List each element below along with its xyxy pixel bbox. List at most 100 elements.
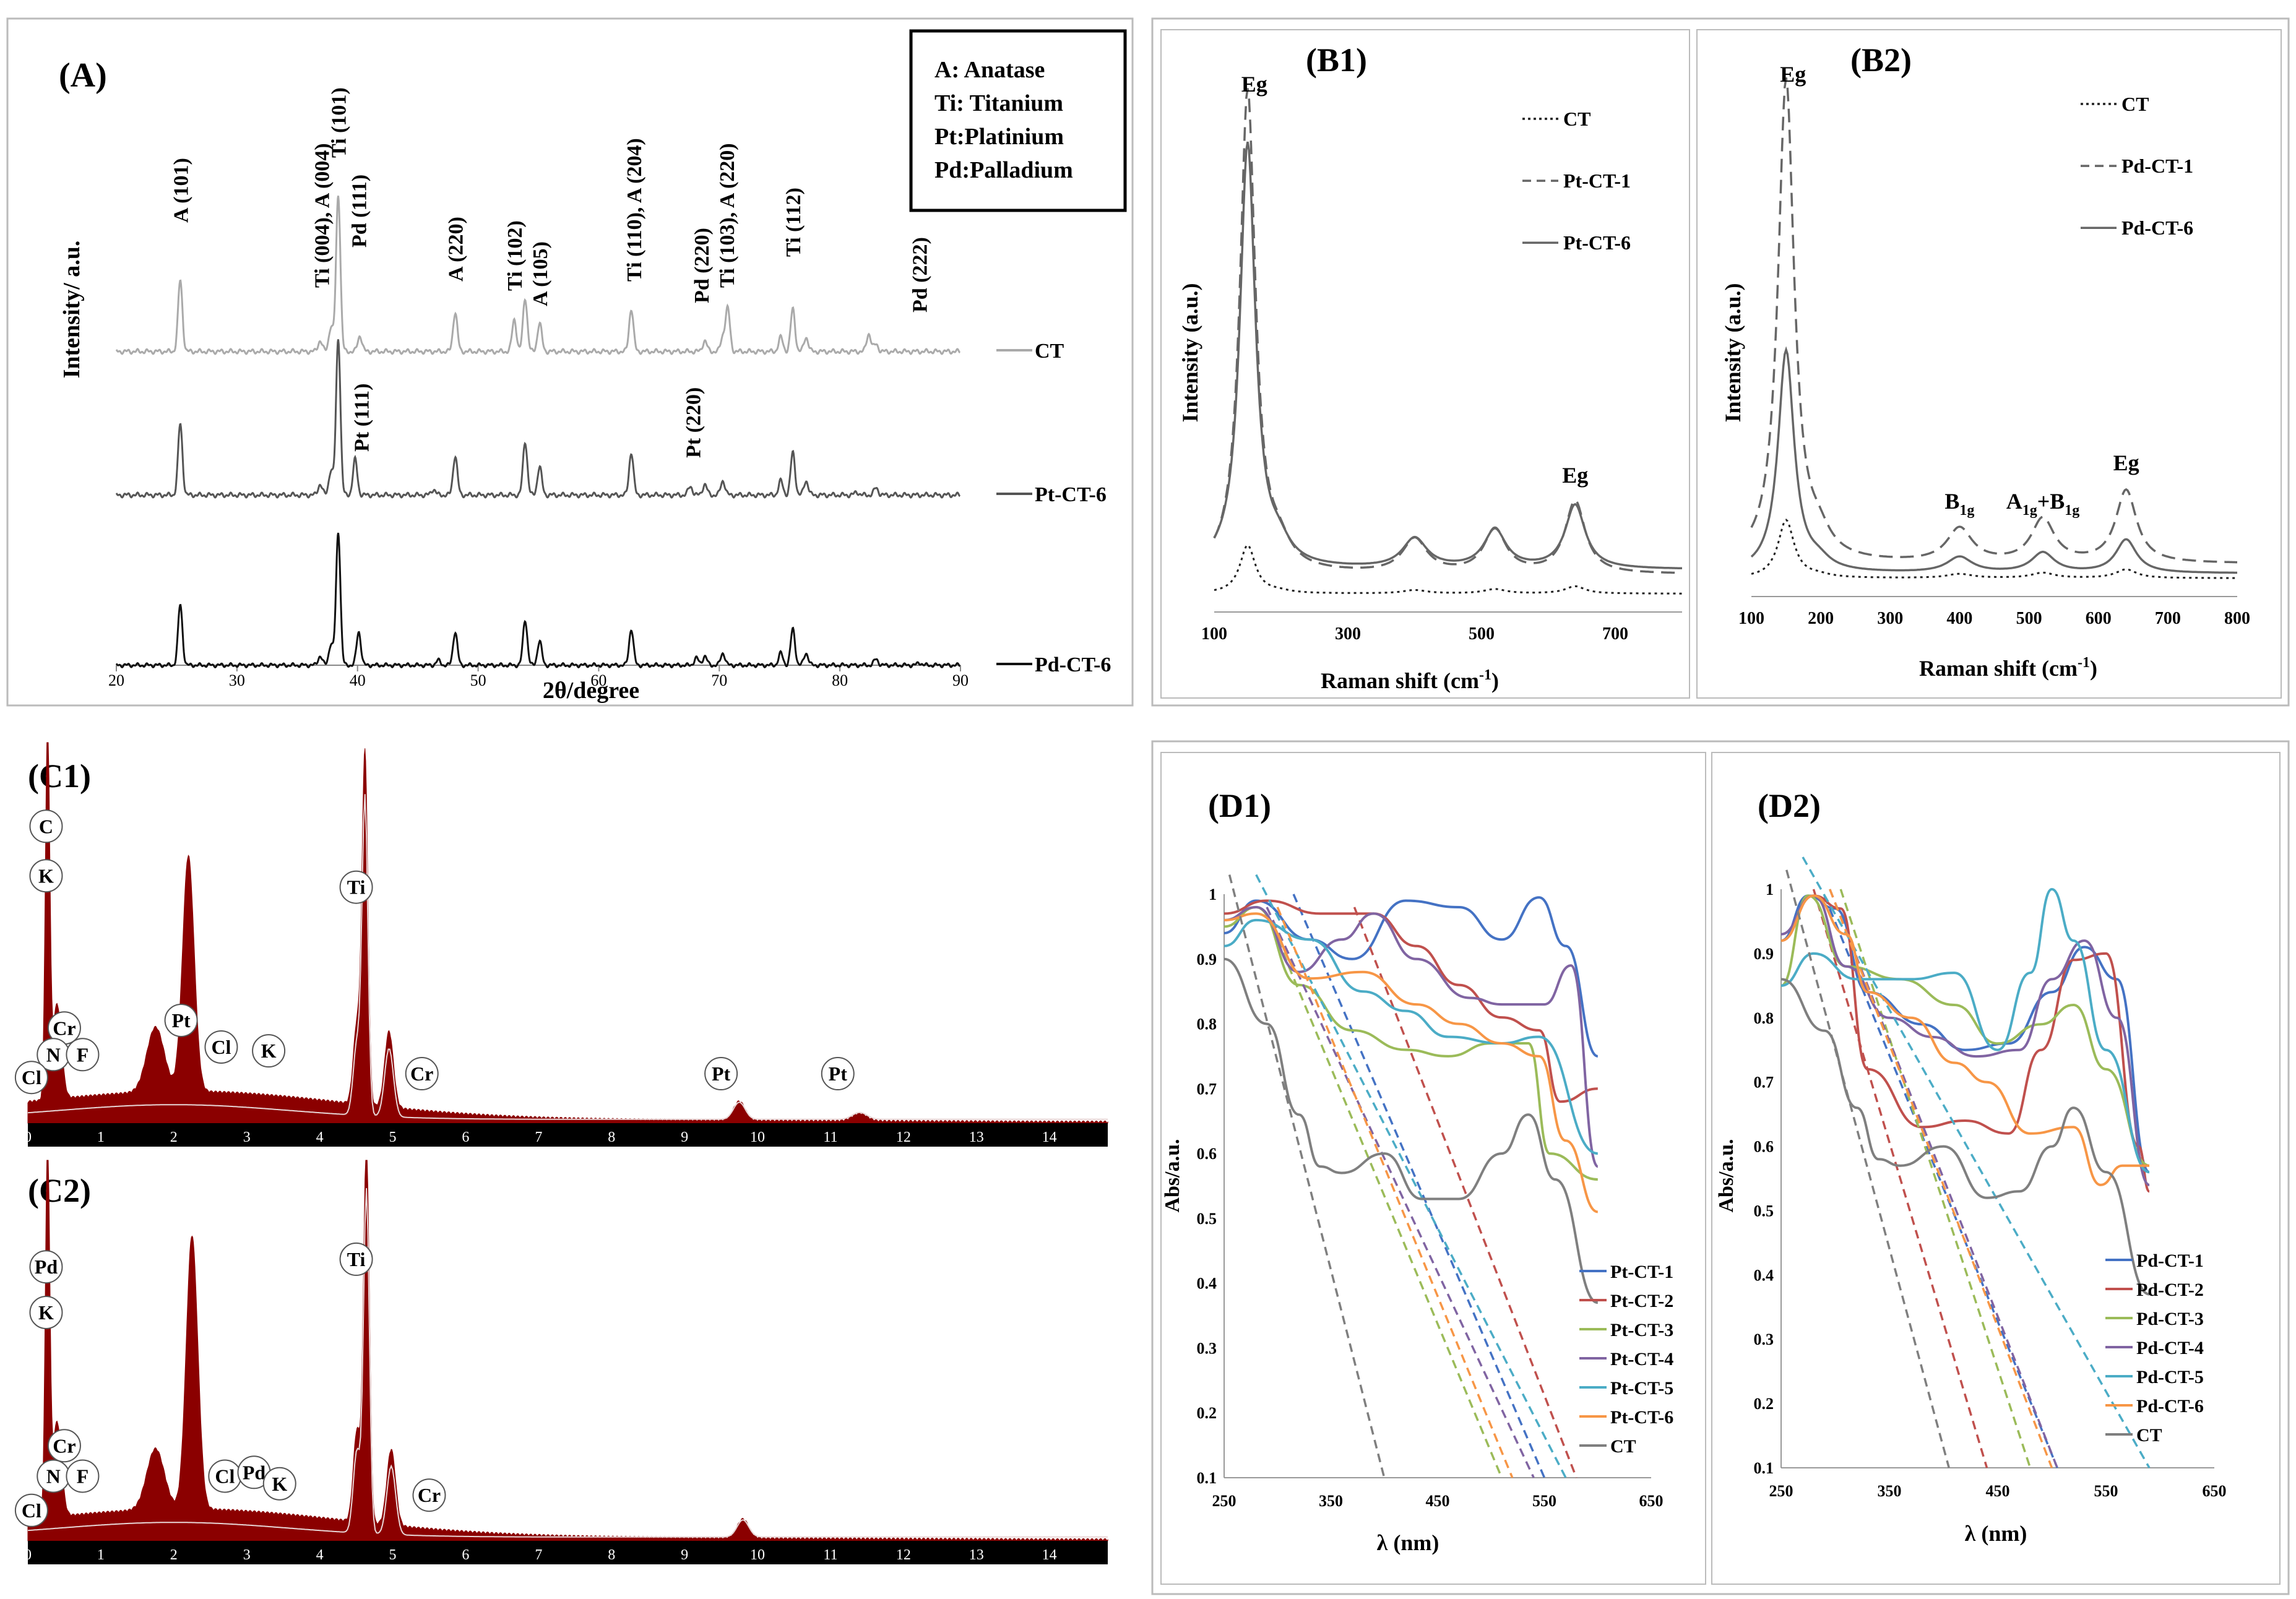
- x-tick-label: 4: [316, 1129, 324, 1145]
- panel-a-annotation: Ti (103), A (220): [716, 143, 739, 288]
- panel-d2-legend: Pd-CT-1 Pd-CT-2 Pd-CT-3 Pd-CT-4 Pd-CT-5 Pd-CT…: [2105, 1251, 2204, 1446]
- series-pt-ct-1: [1224, 896, 1599, 1058]
- panel-d2-frame: [1711, 752, 2281, 1585]
- tangent-pd-ct-6: [1829, 889, 2053, 1468]
- x-tick-label: 550: [2094, 1482, 2118, 1500]
- tangent-pt-ct-3: [1271, 926, 1503, 1478]
- series-pd-ct-2: [1780, 894, 2151, 1193]
- panel-d1-label: (D1): [1208, 787, 1271, 824]
- x-tick-label: 9: [681, 1547, 688, 1563]
- x-tick-label: 250: [1769, 1482, 1793, 1500]
- element-marker-pt: [704, 1057, 738, 1091]
- panel-c1-spectrum: [27, 742, 1108, 1124]
- series-pd-ct-1: [1780, 894, 2150, 1174]
- x-tick-label: 100: [1738, 609, 1764, 628]
- legend-label-pd-ct-6: Pd-CT-6: [2121, 217, 2193, 239]
- legend-label-pd-ct-1: Pd-CT-1: [2136, 1251, 2204, 1271]
- x-axis-bar: [28, 1123, 1108, 1147]
- legend-label-pd-ct-2: Pd-CT-2: [2136, 1280, 2204, 1300]
- element-label-cr: Cr: [53, 1017, 76, 1039]
- element-label-cl: Cl: [211, 1036, 231, 1058]
- series-pd-ct-5: [1780, 887, 2150, 1174]
- x-tick-label: 1: [97, 1547, 105, 1563]
- x-tick-label: 700: [2155, 609, 2181, 628]
- x-tick-label: 11: [823, 1129, 837, 1145]
- tangent-pd-ct-1: [1823, 895, 2058, 1468]
- tangent-pd-ct-2: [1812, 889, 1988, 1468]
- y-tick-label: 0.7: [1197, 1080, 1217, 1098]
- x-tick-label: 8: [608, 1547, 615, 1563]
- y-tick-label: 0.9: [1754, 945, 1774, 963]
- legend-label-pt-ct-4: Pt-CT-4: [1610, 1349, 1673, 1369]
- panel-b1-label: (B1): [1306, 41, 1367, 79]
- panel-a-legend-entry: Pt:Platinium: [934, 124, 1064, 150]
- panel-a-legend-label-pd-ct-6: Pd-CT-6: [1035, 653, 1111, 676]
- y-tick-label: 0.8: [1754, 1009, 1774, 1027]
- x-tick-label: 14: [1042, 1129, 1057, 1145]
- tangent-ct: [1228, 874, 1386, 1478]
- element-marker-k: [29, 859, 63, 893]
- x-tick-label: 450: [1426, 1492, 1450, 1510]
- panel-a: (A) A: Anatase Ti: Titanium Pt:Platinium Pd…: [59, 29, 1127, 704]
- y-tick-label: 0.4: [1754, 1266, 1774, 1284]
- panel-d1-x-label: λ (nm): [1377, 1530, 1439, 1555]
- x-tick-label: 14: [1042, 1547, 1057, 1563]
- element-marker-ti: [339, 1242, 373, 1276]
- peak-label: B1g: [1944, 489, 1974, 519]
- series-pt-ct-6: [1224, 912, 1599, 1213]
- x-tick-label: 200: [1808, 609, 1834, 628]
- x-tick-label: 650: [2203, 1482, 2227, 1500]
- y-tick-label: 0.8: [1197, 1015, 1217, 1033]
- x-tick-label: 10: [750, 1547, 765, 1563]
- x-tick-label: 2: [170, 1129, 178, 1145]
- panel-a-legend-entry: A: Anatase: [934, 57, 1045, 83]
- element-label-k: K: [38, 864, 54, 887]
- panel-a-x-tick-label: 50: [470, 671, 486, 689]
- panel-b1-series: [1213, 88, 1682, 595]
- element-label-cl: Cl: [215, 1465, 235, 1487]
- panel-b2: (B2) 100 200 300 400 500 600 700 800 CT Pd-CT-1 P…: [1720, 41, 2250, 681]
- x-tick-label: 3: [243, 1547, 251, 1563]
- x-tick-label: 400: [1946, 609, 1972, 628]
- element-label-pt: Pt: [712, 1062, 731, 1085]
- series-pd-ct-4: [1780, 894, 2150, 1186]
- element-marker-cl: [14, 1493, 48, 1527]
- panel-a-legend-label-pt-ct-6: Pt-CT-6: [1035, 483, 1107, 506]
- x-tick-label: 250: [1212, 1492, 1236, 1510]
- element-label-cr: Cr: [410, 1062, 433, 1085]
- legend-label-pt-ct-2: Pt-CT-2: [1610, 1291, 1673, 1311]
- panel-b1: (B1) 100 300 500 700 CT Pt-CT-1 Pt-CT-6 EgEg …: [1178, 41, 1682, 693]
- legend-label-pd-ct-1: Pd-CT-1: [2121, 155, 2193, 177]
- element-label-c: C: [39, 815, 53, 837]
- panel-a-x-label: 2θ/degree: [543, 678, 639, 704]
- element-label-f: F: [77, 1465, 89, 1487]
- panel-a-x-axis: 20 30 40 50 60 70 80 90: [108, 665, 969, 689]
- panel-b1-frame: [1160, 29, 1690, 699]
- series-ct: [1751, 519, 2237, 579]
- legend-label-pt-ct-3: Pt-CT-3: [1610, 1320, 1673, 1340]
- element-label-cl: Cl: [22, 1499, 41, 1522]
- y-tick-label: 0.3: [1754, 1330, 1774, 1348]
- panel-d2-label: (D2): [1758, 787, 1821, 824]
- element-marker-pd: [29, 1250, 63, 1284]
- legend-label-pt-ct-1: Pt-CT-1: [1563, 170, 1631, 192]
- x-tick-label: 500: [2016, 609, 2042, 628]
- element-label-k: K: [38, 1301, 54, 1324]
- panel-a-x-tick-label: 20: [108, 671, 124, 689]
- peak-label: A1g+B1g: [2006, 489, 2080, 519]
- panel-d2-series: [1780, 856, 2151, 1468]
- panel-b2-x-label: Raman shift (cm-1): [1919, 655, 2097, 681]
- x-tick-label: 4: [316, 1547, 324, 1563]
- element-marker-cr: [47, 1429, 81, 1463]
- x-tick-label: 5: [389, 1129, 397, 1145]
- panel-b2-frame: [1696, 29, 2282, 699]
- panel-a-series-pt-ct-6: [115, 339, 960, 499]
- series-pt-ct-2: [1224, 899, 1598, 1103]
- series-ct: [1224, 957, 1599, 1304]
- legend-label-pd-ct-3: Pd-CT-3: [2136, 1309, 2204, 1329]
- panel-d2: (D2) 0.1 0.2 0.3 0.4 0.5 0.6 0.7 0.8 0.9 1 250 350 4…: [1715, 787, 2227, 1546]
- panel-d1-y-label: Abs/a.u.: [1161, 1139, 1184, 1212]
- y-tick-label: 0.6: [1754, 1138, 1774, 1156]
- x-tick-label: 11: [823, 1547, 837, 1563]
